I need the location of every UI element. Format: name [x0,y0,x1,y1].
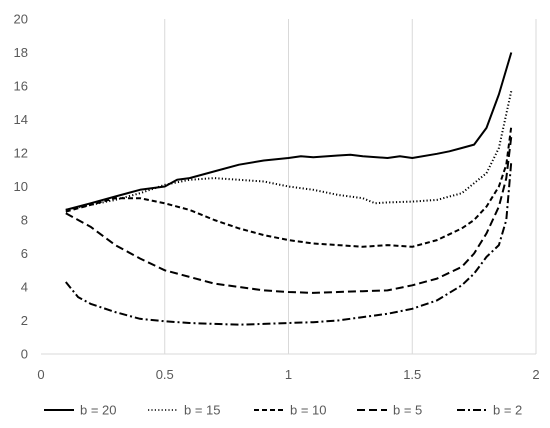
y-tick-label: 4 [21,280,28,295]
legend-label: b = 20 [80,403,117,418]
legend-label: b = 15 [184,403,221,418]
y-tick-label: 18 [14,45,28,60]
x-tick-label: 1 [285,367,292,382]
y-tick-label: 8 [21,213,28,228]
y-tick-label: 2 [21,313,28,328]
series-line-b-20 [65,52,513,211]
x-tick-label: 0 [37,367,44,382]
y-tick-label: 20 [14,12,28,27]
x-tick-label: 0.5 [156,367,174,382]
y-tick-label: 0 [21,347,28,362]
series-line-b-15 [65,90,513,211]
y-tick-label: 16 [14,79,28,94]
x-tick-label: 1.5 [403,367,421,382]
y-tick-label: 6 [21,246,28,261]
legend-label: b = 2 [493,403,522,418]
x-axis-tick-labels: 0 0.5 1 1.5 2 [37,367,539,382]
data-series [65,52,513,326]
legend-label: b = 5 [393,403,422,418]
legend-label: b = 10 [290,403,327,418]
y-tick-label: 12 [14,146,28,161]
y-tick-label: 14 [14,112,28,127]
x-tick-label: 2 [532,367,539,382]
y-axis-tick-labels: 0 2 4 6 8 10 12 14 16 18 20 [14,12,28,362]
chart-legend: b = 20 b = 15 b = 10 b = 5 b = 2 [44,403,522,418]
series-line-b-2 [65,161,513,326]
series-line-b-5 [65,136,513,294]
vertical-gridlines [164,19,537,354]
series-line-b-10 [65,126,513,248]
y-tick-label: 10 [14,179,28,194]
